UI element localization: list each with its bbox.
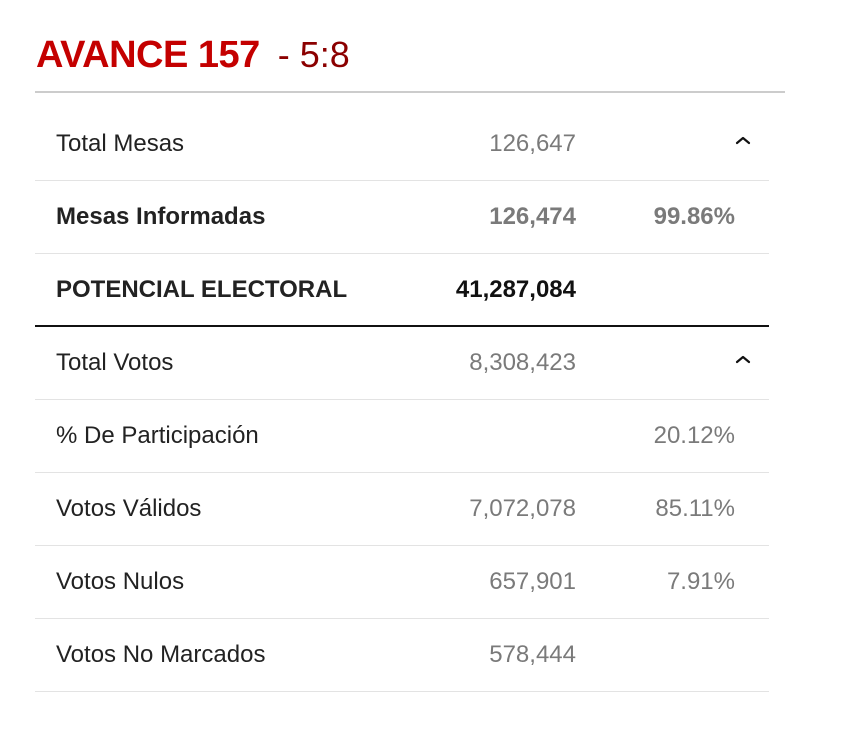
row-total-votos: Total Votos 8,308,423 [35,327,769,400]
row-mesas-informadas: Mesas Informadas 126,474 99.86% [35,181,769,254]
row-percentage: 20.12% [653,422,735,449]
page-subtitle: - 5:8 [277,34,350,75]
row-percentage: 7.91% [666,568,735,595]
row-value: 8,308,423 [469,349,576,376]
row-label: POTENCIAL ELECTORAL [56,276,348,303]
results-table: Total Mesas 126,647 Mesas Informadas 126… [35,108,769,692]
row-value: 578,444 [489,641,576,668]
row-value: 41,287,084 [455,276,576,303]
page-title: AVANCE 157 [36,34,260,76]
row-votos-validos: Votos Válidos 7,072,078 85.11% [35,473,769,546]
header-divider [35,91,785,93]
row-votos-no-marcados: Votos No Marcados 578,444 [35,619,769,692]
row-value: 657,901 [489,568,576,595]
row-value: 7,072,078 [469,495,576,522]
row-label: Votos Nulos [56,568,185,595]
chevron-up-icon [735,355,751,364]
row-participacion: % De Participación 20.12% [35,400,769,473]
row-value: 126,647 [489,130,576,157]
report-header: AVANCE 157 - 5:8 [36,34,350,77]
row-label: Votos No Marcados [56,641,266,668]
row-percentage: 85.11% [655,495,735,522]
collapse-toggle-button[interactable] [731,347,755,371]
row-label: Total Mesas [56,130,185,157]
row-votos-nulos: Votos Nulos 657,901 7.91% [35,546,769,619]
row-label: Mesas Informadas [56,203,266,230]
chevron-up-icon [735,136,751,145]
row-label: % De Participación [56,422,259,449]
collapse-toggle-button[interactable] [731,128,755,152]
row-value: 126,474 [489,203,576,230]
row-potencial-electoral: POTENCIAL ELECTORAL 41,287,084 [35,254,769,327]
row-label: Total Votos [56,349,174,376]
row-label: Votos Válidos [56,495,202,522]
row-total-mesas: Total Mesas 126,647 [35,108,769,181]
row-percentage: 99.86% [653,203,735,230]
